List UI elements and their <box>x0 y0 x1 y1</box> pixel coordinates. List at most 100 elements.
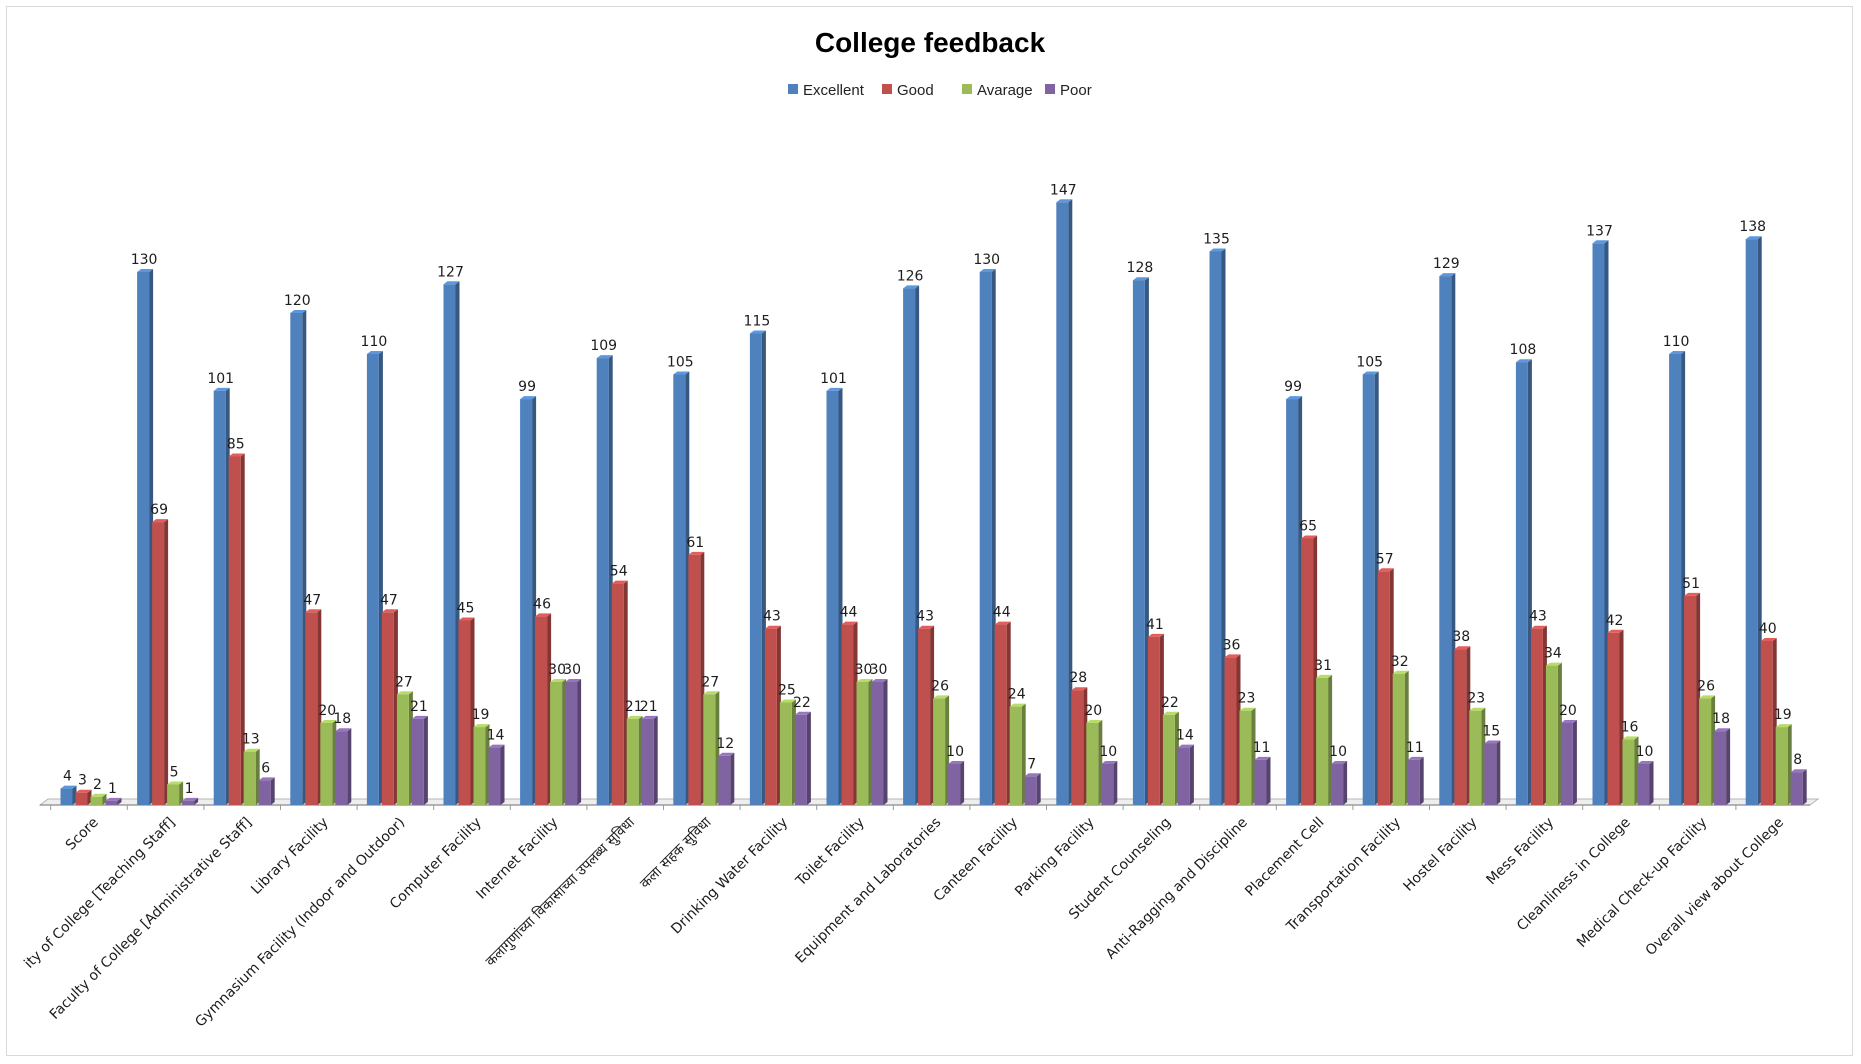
data-label: 129 <box>1433 256 1460 272</box>
bar-front-avarage <box>1086 723 1099 805</box>
bar-poor <box>1560 720 1577 805</box>
bar-avarage <box>243 748 260 805</box>
data-label: 137 <box>1586 223 1613 239</box>
bar-excellent <box>60 785 77 805</box>
data-label: 18 <box>333 711 351 727</box>
bar-good <box>994 621 1011 805</box>
bar-top-poor <box>1560 720 1577 723</box>
x-tick-label: Library Facility <box>248 815 331 898</box>
bar-top-good <box>228 453 245 457</box>
bar-top-avarage <box>1699 695 1716 699</box>
bar-poor <box>488 744 505 805</box>
data-label: 43 <box>763 609 781 625</box>
bar-excellent <box>1286 396 1303 805</box>
data-label: 38 <box>1452 629 1470 645</box>
x-tick-label: Canteen Facility <box>931 815 1021 905</box>
bar-good <box>535 613 552 805</box>
bar-excellent <box>1209 248 1226 805</box>
bar-top-excellent <box>826 387 843 391</box>
bar-avarage <box>473 724 490 805</box>
bar-top-avarage <box>320 720 337 723</box>
x-tick-label: Mess Facility <box>1484 815 1558 889</box>
bar-side-poor <box>577 679 582 805</box>
bar-avarage <box>779 699 796 805</box>
legend-swatch-excellent <box>788 84 798 94</box>
data-label: 20 <box>1559 703 1577 719</box>
bar-front-poor <box>718 755 731 805</box>
bar-front-excellent <box>903 288 916 805</box>
bar-front-excellent <box>1439 276 1452 806</box>
data-label: 44 <box>840 605 858 621</box>
bar-top-avarage <box>1622 736 1639 740</box>
bar-front-good <box>75 792 88 805</box>
bar-side-poor <box>730 752 735 805</box>
bar-front-excellent <box>1745 239 1758 805</box>
bar-front-excellent <box>1056 202 1069 806</box>
bar-poor <box>411 715 428 805</box>
data-label: 24 <box>1008 687 1026 703</box>
bar-front-avarage <box>626 718 639 805</box>
bar-top-excellent <box>1515 359 1532 363</box>
data-label: 147 <box>1050 182 1077 198</box>
legend-label-good: Good <box>897 82 934 99</box>
bar-side-poor <box>423 715 428 805</box>
data-label: 99 <box>518 379 536 395</box>
bar-top-avarage <box>167 781 184 785</box>
bar-front-poor <box>794 714 807 805</box>
data-label: 19 <box>1774 707 1792 723</box>
data-label: 115 <box>744 314 771 330</box>
data-label: 30 <box>548 662 566 678</box>
bar-top-good <box>152 519 169 523</box>
bar-front-poor <box>1254 759 1267 805</box>
bar-avarage <box>1469 707 1486 805</box>
data-label: 101 <box>820 371 847 387</box>
bar-front-poor <box>488 747 501 805</box>
bar-good <box>764 625 781 805</box>
bar-good <box>152 519 169 805</box>
bar-front-good <box>918 628 931 805</box>
data-label: 47 <box>303 592 321 608</box>
bar-front-poor <box>1714 731 1727 805</box>
data-label: 10 <box>946 744 964 760</box>
bar-excellent <box>366 351 383 805</box>
bar-top-avarage <box>933 695 950 699</box>
bar-side-poor <box>1266 756 1271 805</box>
bar-excellent <box>596 355 613 805</box>
data-label: 14 <box>1176 728 1194 744</box>
bar-poor <box>1407 756 1424 805</box>
x-tick-label: ity of College [Teaching Staff] <box>21 815 178 972</box>
bar-front-poor <box>871 682 884 805</box>
data-label: 40 <box>1759 621 1777 637</box>
bar-front-avarage <box>703 694 716 805</box>
data-label: 14 <box>487 728 505 744</box>
bar-top-avarage <box>626 715 643 719</box>
x-tick-label: Placement Cell <box>1242 815 1327 900</box>
bar-top-poor <box>1484 740 1501 744</box>
data-label: 120 <box>284 293 311 309</box>
data-label: 101 <box>207 371 234 387</box>
bar-good <box>918 625 935 805</box>
bar-front-poor <box>1101 764 1114 805</box>
bar-side-poor <box>194 797 199 805</box>
x-tick-label: Score <box>63 815 102 854</box>
bar-top-poor <box>1101 761 1118 764</box>
data-label: 10 <box>1099 744 1117 760</box>
data-label: 3 <box>78 773 87 789</box>
bar-front-poor <box>948 764 961 805</box>
bar-front-good <box>535 616 548 805</box>
bar-poor <box>1484 740 1501 805</box>
bar-top-avarage <box>1239 707 1256 711</box>
data-label: 47 <box>380 592 398 608</box>
bar-front-good <box>688 554 701 805</box>
bar-top-excellent <box>137 269 154 272</box>
data-label: 57 <box>1376 551 1394 567</box>
data-label: 138 <box>1739 219 1766 235</box>
bar-good <box>1684 592 1701 805</box>
x-tick-label: कलागुणांच्या विकासाच्या उपलब्ध सुविधा <box>482 814 638 970</box>
bar-avarage <box>856 679 873 805</box>
data-label: 130 <box>973 252 1000 268</box>
data-label: 11 <box>1253 740 1271 756</box>
bar-avarage <box>1392 670 1409 805</box>
bar-excellent <box>137 269 154 805</box>
